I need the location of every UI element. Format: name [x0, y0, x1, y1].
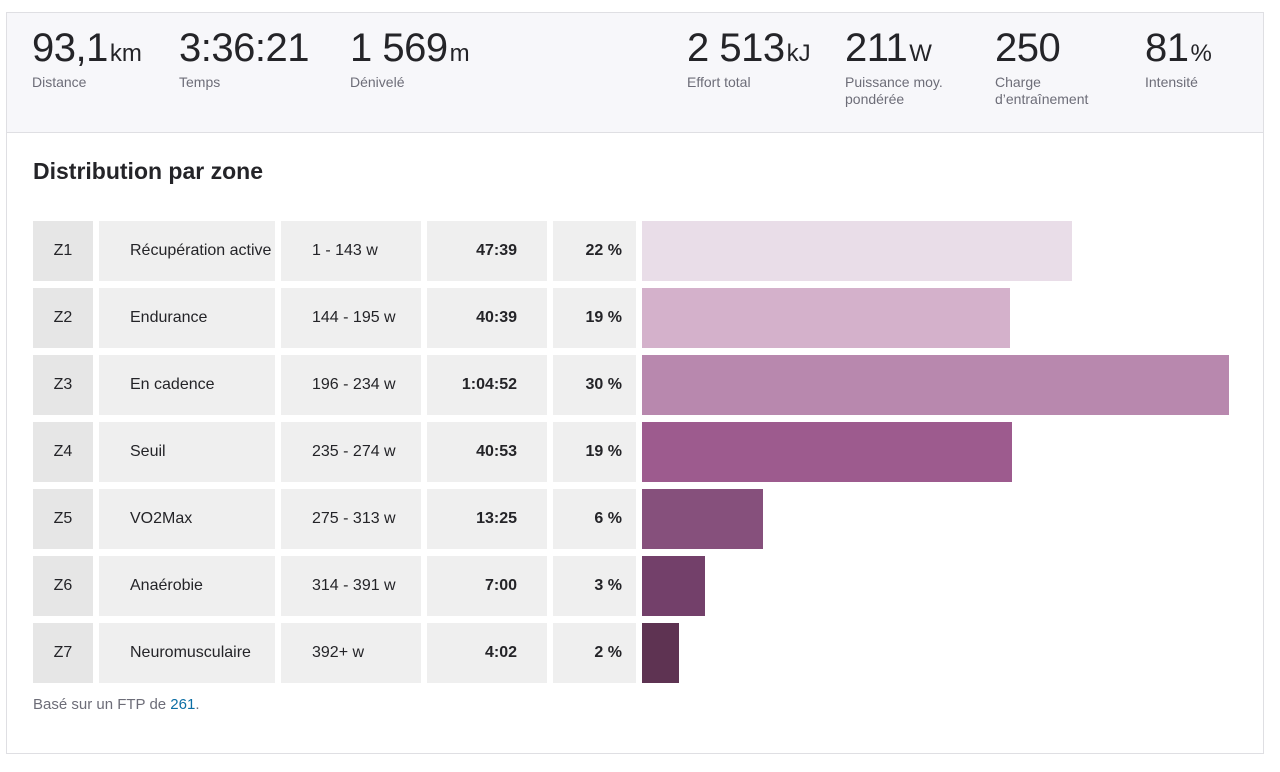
zone-name: En cadence — [99, 355, 275, 415]
stat-label: Intensité — [1145, 74, 1198, 90]
zone-bar — [642, 422, 1012, 482]
zone-name: Anaérobie — [99, 556, 275, 616]
ftp-link[interactable]: 261 — [170, 696, 196, 713]
stat-unit: km — [109, 40, 142, 67]
zone-bar-track — [642, 288, 1233, 348]
stat-total-work: 2 513kJ Effort total — [687, 27, 811, 91]
zone-percent: 6 % — [553, 489, 636, 549]
zone-bar-track — [642, 489, 1233, 549]
zone-name: VO2Max — [99, 489, 275, 549]
zone-time: 40:39 — [427, 288, 547, 348]
zone-bar — [642, 489, 763, 549]
stat-label: Puissance moy. pondérée — [845, 74, 943, 107]
zone-bar — [642, 355, 1229, 415]
zone-power-range: 314 - 391 w — [281, 556, 421, 616]
zone-id: Z1 — [33, 221, 93, 281]
zone-row: Z2 Endurance 144 - 195 w 40:39 19 % — [33, 288, 1233, 348]
stat-distance: 93,1km Distance — [32, 27, 142, 91]
stat-elevation: 1 569m Dénivelé — [350, 27, 470, 91]
stat-value: 81 — [1145, 26, 1189, 70]
footnote-suffix: . — [195, 696, 200, 713]
stat-unit: W — [909, 40, 932, 67]
zone-id: Z4 — [33, 422, 93, 482]
zone-row: Z7 Neuromusculaire 392+ w 4:02 2 % — [33, 623, 1233, 683]
stat-unit: m — [449, 40, 470, 67]
zone-row: Z5 VO2Max 275 - 313 w 13:25 6 % — [33, 489, 1233, 549]
zone-percent: 22 % — [553, 221, 636, 281]
stat-label: Temps — [179, 74, 221, 90]
zone-power-range: 235 - 274 w — [281, 422, 421, 482]
zone-id: Z5 — [33, 489, 93, 549]
zone-power-range: 144 - 195 w — [281, 288, 421, 348]
footnote-text: Basé sur un FTP de — [33, 696, 171, 713]
zone-time: 1:04:52 — [427, 355, 547, 415]
stat-unit: % — [1190, 40, 1212, 67]
zone-row: Z4 Seuil 235 - 274 w 40:53 19 % — [33, 422, 1233, 482]
zone-name: Seuil — [99, 422, 275, 482]
stat-intensity: 81% Intensité — [1145, 27, 1212, 91]
stat-value: 250 — [995, 26, 1061, 70]
zone-percent: 3 % — [553, 556, 636, 616]
zone-percent: 19 % — [553, 288, 636, 348]
zone-time: 47:39 — [427, 221, 547, 281]
stat-label: Distance — [32, 74, 87, 90]
stat-weighted-power: 211W Puissance moy. pondérée — [845, 27, 965, 108]
zone-bar — [642, 556, 705, 616]
zone-bar-track — [642, 355, 1233, 415]
zone-bar-track — [642, 556, 1233, 616]
zone-power-range: 196 - 234 w — [281, 355, 421, 415]
stat-training-load: 250 Charge d’entraînement — [995, 27, 1115, 108]
stat-value: 93,1 — [32, 26, 108, 70]
stat-label: Effort total — [687, 74, 751, 90]
zone-bar-track — [642, 422, 1233, 482]
stats-bar: 93,1km Distance 3:36:21 Temps 1 569m Dén… — [7, 13, 1263, 133]
zone-time: 40:53 — [427, 422, 547, 482]
zone-id: Z6 — [33, 556, 93, 616]
zone-bar — [642, 623, 679, 683]
zone-id: Z3 — [33, 355, 93, 415]
zone-power-range: 275 - 313 w — [281, 489, 421, 549]
activity-card: 93,1km Distance 3:36:21 Temps 1 569m Dén… — [6, 12, 1264, 754]
ftp-footnote: Basé sur un FTP de 261. — [33, 696, 200, 713]
zone-bar-track — [642, 623, 1233, 683]
zone-bar — [642, 221, 1072, 281]
zone-bar-track — [642, 221, 1233, 281]
stat-value: 211 — [845, 26, 908, 70]
zone-name: Neuromusculaire — [99, 623, 275, 683]
section-title: Distribution par zone — [33, 158, 263, 184]
stat-value: 3:36:21 — [179, 26, 309, 70]
zone-name: Endurance — [99, 288, 275, 348]
zone-time: 13:25 — [427, 489, 547, 549]
zone-percent: 30 % — [553, 355, 636, 415]
zone-power-range: 392+ w — [281, 623, 421, 683]
zone-percent: 2 % — [553, 623, 636, 683]
zone-power-range: 1 - 143 w — [281, 221, 421, 281]
stat-time: 3:36:21 Temps — [179, 27, 311, 91]
zone-row: Z1 Récupération active 1 - 143 w 47:39 2… — [33, 221, 1233, 281]
stat-value: 2 513 — [687, 26, 785, 70]
zone-time: 4:02 — [427, 623, 547, 683]
stat-value: 1 569 — [350, 26, 448, 70]
zone-percent: 19 % — [553, 422, 636, 482]
stat-label: Charge d’entraînement — [995, 74, 1089, 107]
zone-row: Z3 En cadence 196 - 234 w 1:04:52 30 % — [33, 355, 1233, 415]
zone-time: 7:00 — [427, 556, 547, 616]
zone-id: Z7 — [33, 623, 93, 683]
stat-unit: kJ — [786, 40, 811, 67]
zone-row: Z6 Anaérobie 314 - 391 w 7:00 3 % — [33, 556, 1233, 616]
zone-id: Z2 — [33, 288, 93, 348]
zone-bar — [642, 288, 1010, 348]
zone-name: Récupération active — [99, 221, 275, 281]
stat-label: Dénivelé — [350, 74, 405, 90]
